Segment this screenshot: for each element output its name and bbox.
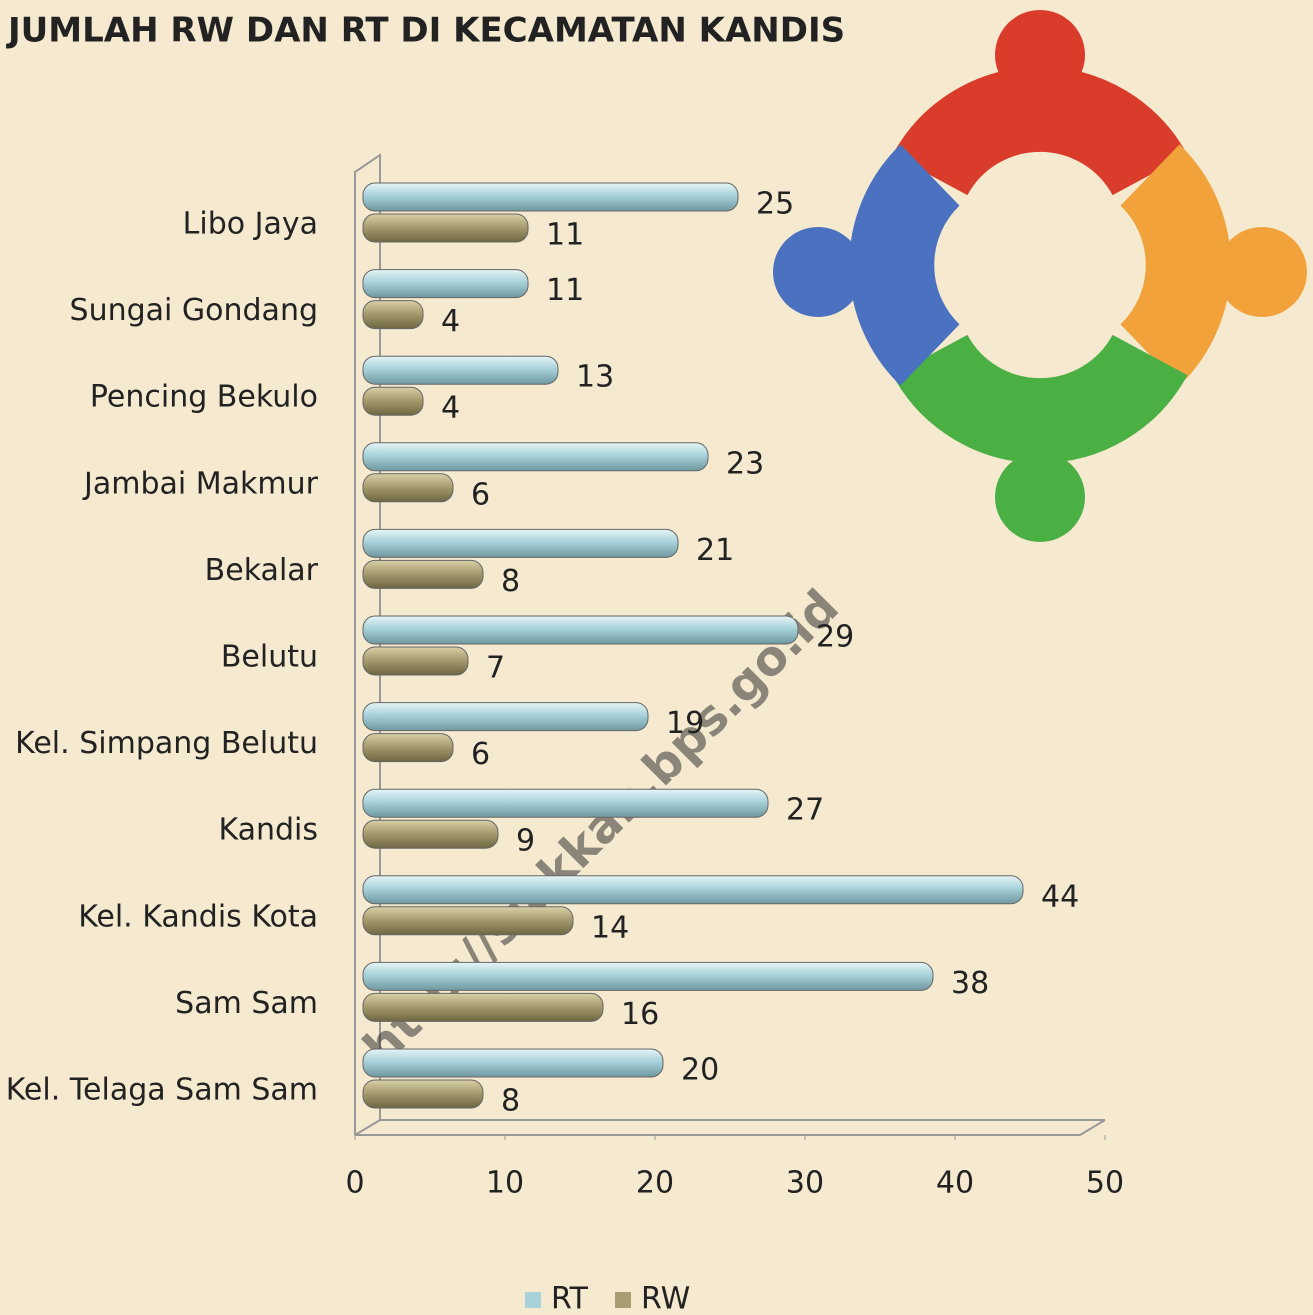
bar — [363, 474, 453, 502]
bar — [363, 356, 558, 384]
x-tick-label: 40 — [936, 1166, 974, 1201]
y-tick-label: Kel. Simpang Belutu — [15, 726, 318, 761]
people-icon — [773, 10, 1307, 542]
bar — [363, 876, 1023, 904]
value-label: 4 — [441, 391, 460, 426]
bar — [363, 820, 498, 848]
x-tick-label: 20 — [636, 1166, 674, 1201]
x-tick-label: 0 — [345, 1166, 364, 1201]
y-tick-label: Sam Sam — [175, 986, 318, 1021]
bar — [363, 789, 768, 817]
bar — [363, 443, 708, 471]
value-label: 8 — [501, 564, 520, 599]
value-label: 11 — [546, 273, 584, 308]
bar — [363, 907, 573, 935]
value-label: 29 — [816, 620, 854, 655]
y-tick-label: Kel. Kandis Kota — [78, 899, 318, 934]
bar — [363, 387, 423, 415]
value-label: 14 — [591, 910, 629, 945]
bar — [363, 270, 528, 298]
bar — [363, 962, 933, 990]
value-label: 11 — [546, 218, 584, 253]
value-label: 6 — [471, 737, 490, 772]
bar — [363, 993, 603, 1021]
value-label: 44 — [1041, 879, 1079, 914]
x-tick-label: 30 — [786, 1166, 824, 1201]
bar — [363, 1080, 483, 1108]
value-label: 21 — [696, 533, 734, 568]
y-tick-label: Libo Jaya — [183, 207, 318, 242]
legend-swatch — [525, 1292, 541, 1308]
value-label: 16 — [621, 997, 659, 1032]
bar — [363, 734, 453, 762]
y-tick-label: Pencing Bekulo — [90, 380, 318, 415]
value-label: 9 — [516, 824, 535, 859]
legend-label: RW — [641, 1282, 690, 1315]
legend-swatch — [615, 1292, 631, 1308]
bar — [363, 214, 528, 242]
value-label: 23 — [726, 446, 764, 481]
y-tick-label: Sungai Gondang — [70, 293, 318, 328]
value-label: 7 — [486, 651, 505, 686]
chart: JUMLAH RW DAN RT DI KECAMATAN KANDIS htt… — [0, 0, 1313, 1315]
value-label: 38 — [951, 966, 989, 1001]
value-label: 4 — [441, 304, 460, 339]
y-tick-label: Kel. Telaga Sam Sam — [6, 1073, 318, 1108]
value-label: 27 — [786, 793, 824, 828]
x-tick-label: 10 — [486, 1166, 524, 1201]
bar — [363, 301, 423, 329]
bar — [363, 616, 798, 644]
bar — [363, 647, 468, 675]
bar — [363, 529, 678, 557]
bar — [363, 560, 483, 588]
bar — [363, 183, 738, 211]
x-tick-label: 50 — [1086, 1166, 1124, 1201]
value-label: 13 — [576, 360, 614, 395]
y-tick-label: Belutu — [221, 640, 318, 675]
bar — [363, 703, 648, 731]
legend-label: RT — [551, 1282, 589, 1315]
value-label: 8 — [501, 1084, 520, 1119]
y-tick-label: Bekalar — [205, 553, 319, 588]
y-tick-label: Kandis — [218, 813, 318, 848]
value-label: 20 — [681, 1053, 719, 1088]
bar — [363, 1049, 663, 1077]
value-label: 19 — [666, 706, 704, 741]
value-label: 6 — [471, 477, 490, 512]
y-tick-label: Jambai Makmur — [82, 466, 319, 501]
value-label: 25 — [756, 187, 794, 222]
chart-title: JUMLAH RW DAN RT DI KECAMATAN KANDIS — [6, 11, 845, 51]
